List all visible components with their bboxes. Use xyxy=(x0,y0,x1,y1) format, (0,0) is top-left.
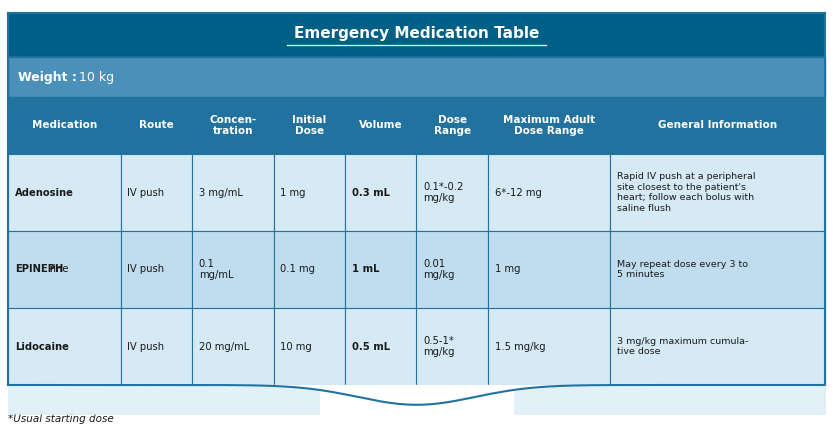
Bar xyxy=(611,154,825,231)
Text: EPINEPH: EPINEPH xyxy=(15,264,63,275)
Bar xyxy=(416,154,488,231)
Text: 0.01
mg/kg: 0.01 mg/kg xyxy=(423,259,455,280)
Bar xyxy=(121,154,192,231)
Bar xyxy=(345,231,416,308)
Bar xyxy=(488,154,611,231)
Bar xyxy=(488,97,611,154)
Text: 6*-12 mg: 6*-12 mg xyxy=(495,187,541,198)
Text: Concen-
tration: Concen- tration xyxy=(209,114,257,136)
Text: Initial
Dose: Initial Dose xyxy=(292,114,327,136)
Bar xyxy=(345,308,416,385)
Text: 3 mg/mL: 3 mg/mL xyxy=(198,187,242,198)
Bar xyxy=(488,231,611,308)
Bar xyxy=(8,231,121,308)
Text: 0.3 mL: 0.3 mL xyxy=(352,187,390,198)
Bar xyxy=(273,308,345,385)
Text: IV push: IV push xyxy=(127,187,164,198)
Text: Maximum Adult
Dose Range: Maximum Adult Dose Range xyxy=(503,114,596,136)
Bar xyxy=(273,154,345,231)
Text: 1.5 mg/kg: 1.5 mg/kg xyxy=(495,341,546,352)
Text: 0.5 mL: 0.5 mL xyxy=(352,341,390,352)
Text: 0.1*-0.2
mg/kg: 0.1*-0.2 mg/kg xyxy=(423,182,463,203)
Bar xyxy=(192,231,273,308)
Text: IV push: IV push xyxy=(127,264,164,275)
Bar xyxy=(192,308,273,385)
Bar xyxy=(8,57,825,97)
Text: rine: rine xyxy=(49,264,68,275)
Bar xyxy=(611,308,825,385)
Bar xyxy=(273,97,345,154)
Text: 10 mg: 10 mg xyxy=(280,341,312,352)
Bar xyxy=(416,97,488,154)
Text: 1 mL: 1 mL xyxy=(352,264,379,275)
Bar xyxy=(121,97,192,154)
Text: Medication: Medication xyxy=(32,121,97,130)
Text: May repeat dose every 3 to
5 minutes: May repeat dose every 3 to 5 minutes xyxy=(617,260,748,279)
Text: 0.5-1*
mg/kg: 0.5-1* mg/kg xyxy=(423,336,455,357)
Text: Emergency Medication Table: Emergency Medication Table xyxy=(294,26,539,41)
Text: 1 mg: 1 mg xyxy=(495,264,520,275)
Bar xyxy=(345,97,416,154)
Bar xyxy=(273,231,345,308)
Bar xyxy=(488,308,611,385)
Text: 10 kg: 10 kg xyxy=(79,70,114,84)
Bar xyxy=(8,308,121,385)
Bar xyxy=(416,308,488,385)
Text: *Usual starting dose: *Usual starting dose xyxy=(8,414,114,424)
Bar xyxy=(8,97,121,154)
Bar xyxy=(192,97,273,154)
Text: 1 mg: 1 mg xyxy=(280,187,306,198)
Text: 0.1 mg: 0.1 mg xyxy=(280,264,316,275)
Bar xyxy=(192,154,273,231)
Bar xyxy=(8,154,121,231)
Text: Weight :: Weight : xyxy=(18,70,77,84)
Bar xyxy=(121,308,192,385)
Text: 20 mg/mL: 20 mg/mL xyxy=(198,341,249,352)
Text: Route: Route xyxy=(139,121,173,130)
Text: Dose
Range: Dose Range xyxy=(434,114,471,136)
Text: General Information: General Information xyxy=(658,121,777,130)
Text: Volume: Volume xyxy=(359,121,402,130)
Text: 0.1
mg/mL: 0.1 mg/mL xyxy=(198,259,233,280)
Text: IV push: IV push xyxy=(127,341,164,352)
Text: 3 mg/kg maximum cumula-
tive dose: 3 mg/kg maximum cumula- tive dose xyxy=(617,337,748,356)
Text: Lidocaine: Lidocaine xyxy=(15,341,69,352)
Text: Rapid IV push at a peripheral
site closest to the patient's
heart; follow each b: Rapid IV push at a peripheral site close… xyxy=(617,172,756,213)
Bar xyxy=(121,231,192,308)
Bar xyxy=(416,231,488,308)
Text: Adenosine: Adenosine xyxy=(15,187,74,198)
Bar xyxy=(345,154,416,231)
Bar xyxy=(8,13,825,57)
Bar xyxy=(611,231,825,308)
Bar xyxy=(611,97,825,154)
